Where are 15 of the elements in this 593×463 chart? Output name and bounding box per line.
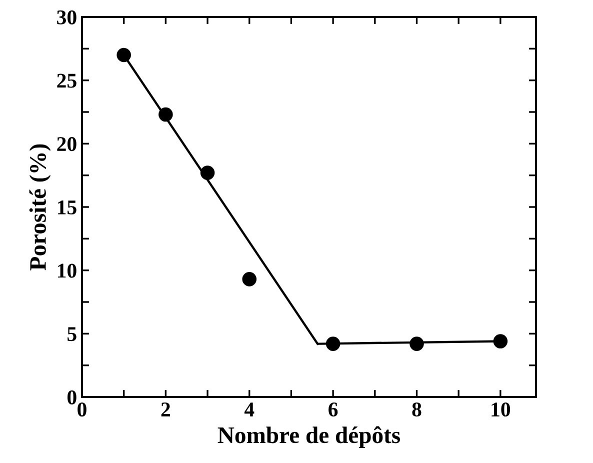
x-tick-label: 6 bbox=[328, 402, 338, 417]
y-tick-label: 30 bbox=[57, 10, 76, 24]
x-tick-label: 8 bbox=[412, 402, 422, 417]
y-tick-label: 0 bbox=[68, 390, 76, 404]
y-tick-label: 20 bbox=[57, 137, 76, 152]
x-tick-label: 2 bbox=[161, 402, 170, 416]
y-tick-label: 5 bbox=[68, 327, 76, 342]
x-tick-label: 10 bbox=[492, 402, 510, 417]
y-tick-label: 10 bbox=[58, 264, 76, 278]
y-tick-label: 25 bbox=[57, 74, 76, 88]
x-tick-label: 0 bbox=[78, 402, 86, 417]
x-tick-label: 4 bbox=[244, 402, 254, 416]
y-axis-title: Porosité (%) bbox=[29, 144, 51, 270]
x-axis-title: Nombre de dépôts bbox=[218, 426, 400, 448]
y-tick-label: 15 bbox=[58, 200, 76, 214]
